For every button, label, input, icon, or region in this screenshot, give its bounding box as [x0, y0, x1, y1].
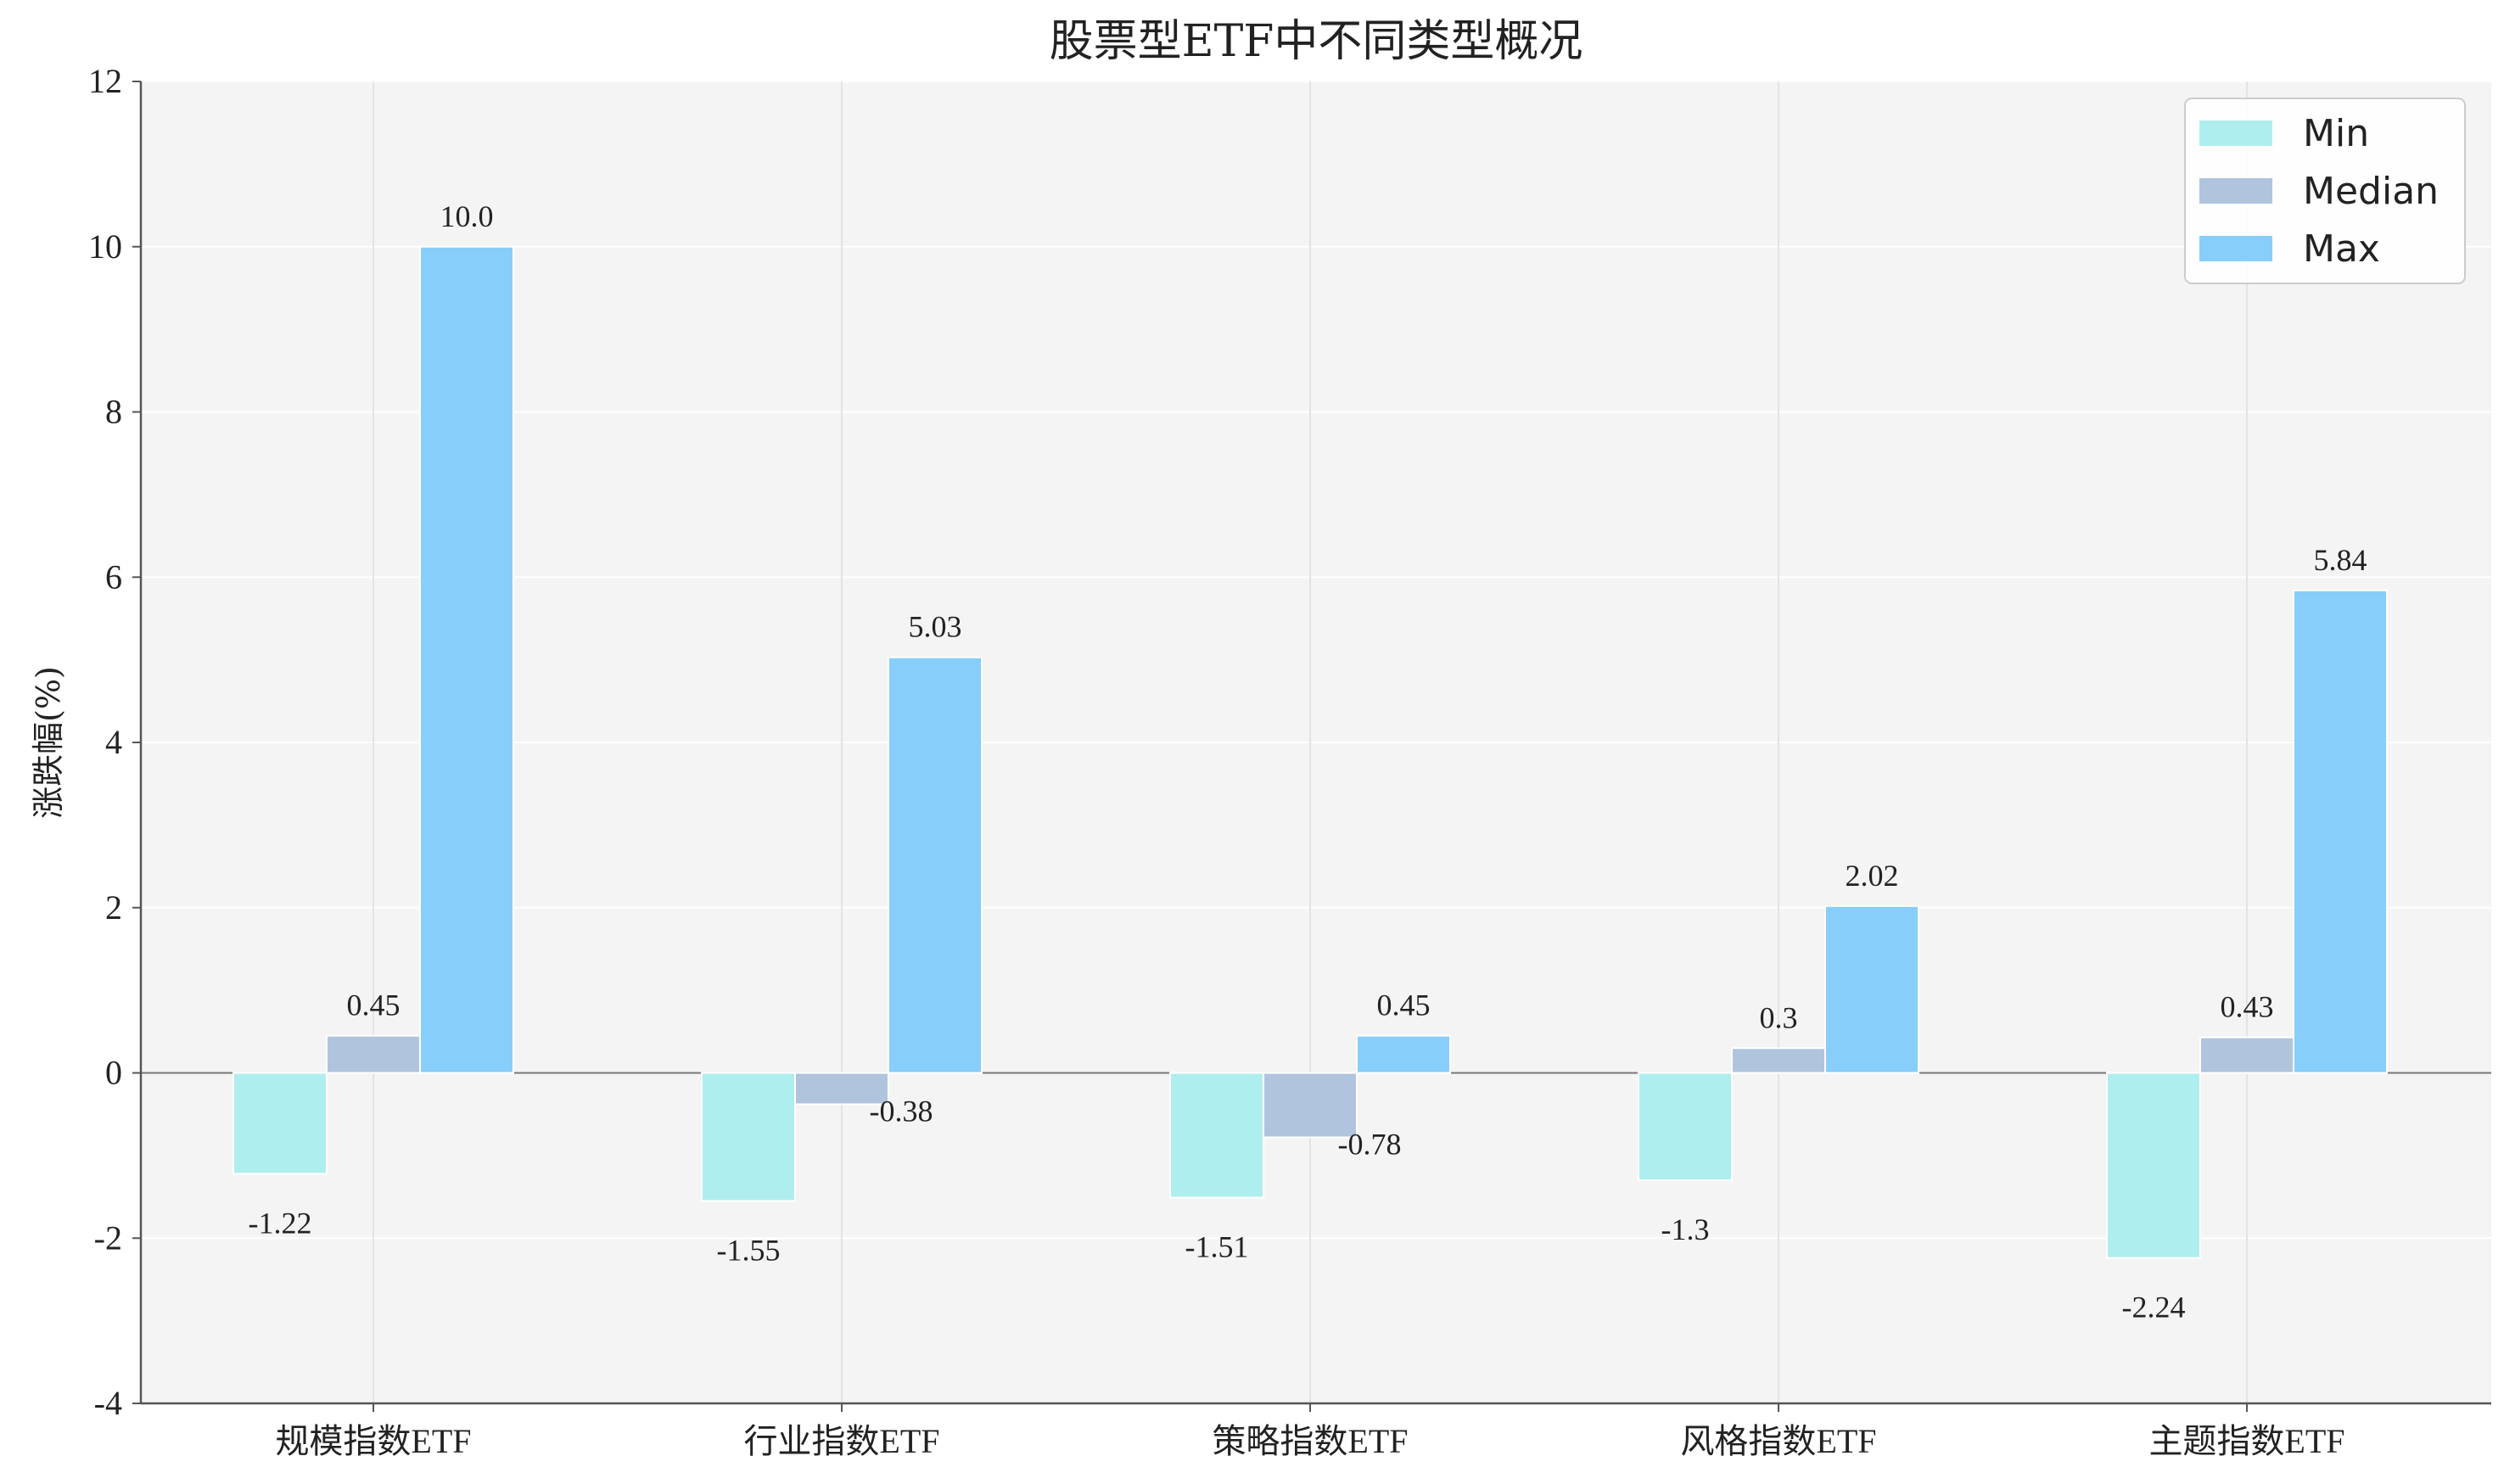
data-labels: -1.22 -1.55 -1.51 -1.3 -2.24 0.45 -0.38 -0.78 0.…	[249, 199, 2367, 1324]
bar-median	[1263, 1072, 1358, 1139]
bar-max	[888, 656, 983, 1074]
bar-min	[1169, 1072, 1264, 1199]
y-tick-label: 12	[88, 62, 122, 100]
y-tick-label: 10	[88, 227, 122, 266]
legend-label: Median	[2303, 170, 2439, 213]
y-tick-label: 4	[105, 723, 122, 761]
bar-min	[2106, 1072, 2201, 1259]
bar-median	[1731, 1047, 1826, 1074]
bar-max	[2293, 589, 2388, 1074]
data-label: 0.43	[2221, 990, 2274, 1024]
bars	[232, 245, 2388, 1259]
legend-label: Max	[2303, 227, 2380, 271]
legend-swatch	[2199, 178, 2272, 204]
legend-label: Min	[2303, 112, 2369, 155]
bar-max	[1356, 1034, 1451, 1074]
x-tick-label: 主题指数ETF	[2148, 1422, 2344, 1460]
x-ticks: 规模指数ETF 行业指数ETF 策略指数ETF 风格指数ETF 主题指数ETF	[275, 1403, 2345, 1460]
data-label: -1.22	[249, 1206, 312, 1240]
bar-median	[794, 1072, 889, 1106]
legend-swatch	[2199, 120, 2272, 146]
data-label: -1.55	[717, 1233, 781, 1267]
legend-swatch	[2199, 236, 2272, 261]
y-tick-label: 2	[105, 888, 122, 927]
y-tick-label: -4	[94, 1384, 122, 1422]
data-label: -1.3	[1661, 1212, 1710, 1246]
x-tick-label: 行业指数ETF	[743, 1422, 939, 1460]
legend: Min Median Max	[2184, 98, 2466, 284]
y-ticks: -4 -2 0 2 4 6 8 10 12	[88, 62, 141, 1422]
data-label: -2.24	[2122, 1291, 2186, 1324]
x-tick-label: 策略指数ETF	[1212, 1422, 1408, 1460]
x-tick-label: 规模指数ETF	[275, 1422, 471, 1460]
bar-min	[1638, 1072, 1733, 1182]
bar-min	[701, 1072, 796, 1202]
bar-median	[326, 1034, 421, 1074]
data-label: 5.03	[909, 610, 962, 644]
y-tick-label: 8	[105, 393, 122, 431]
chart-title: 股票型ETF中不同类型概况	[1050, 16, 1583, 67]
y-axis-label: 涨跌幅(%)	[30, 666, 67, 819]
data-label: 5.84	[2314, 543, 2367, 577]
bar-max	[1824, 904, 1919, 1074]
data-label: -0.78	[1338, 1127, 1402, 1161]
data-label: 10.0	[440, 199, 494, 233]
data-label: 2.02	[1846, 859, 1899, 893]
bar-min	[232, 1072, 328, 1175]
bar-median	[2199, 1036, 2294, 1074]
y-tick-label: 0	[105, 1054, 122, 1092]
y-tick-label: -2	[94, 1218, 122, 1257]
data-label: 0.3	[1760, 1000, 1798, 1034]
x-tick-label: 风格指数ETF	[1680, 1422, 1876, 1460]
data-label: 0.45	[347, 988, 401, 1022]
bar-max	[419, 245, 514, 1074]
data-label: -0.38	[870, 1095, 933, 1128]
y-tick-label: 6	[105, 557, 122, 596]
data-label: -1.51	[1185, 1230, 1249, 1264]
data-label: 0.45	[1377, 988, 1431, 1022]
